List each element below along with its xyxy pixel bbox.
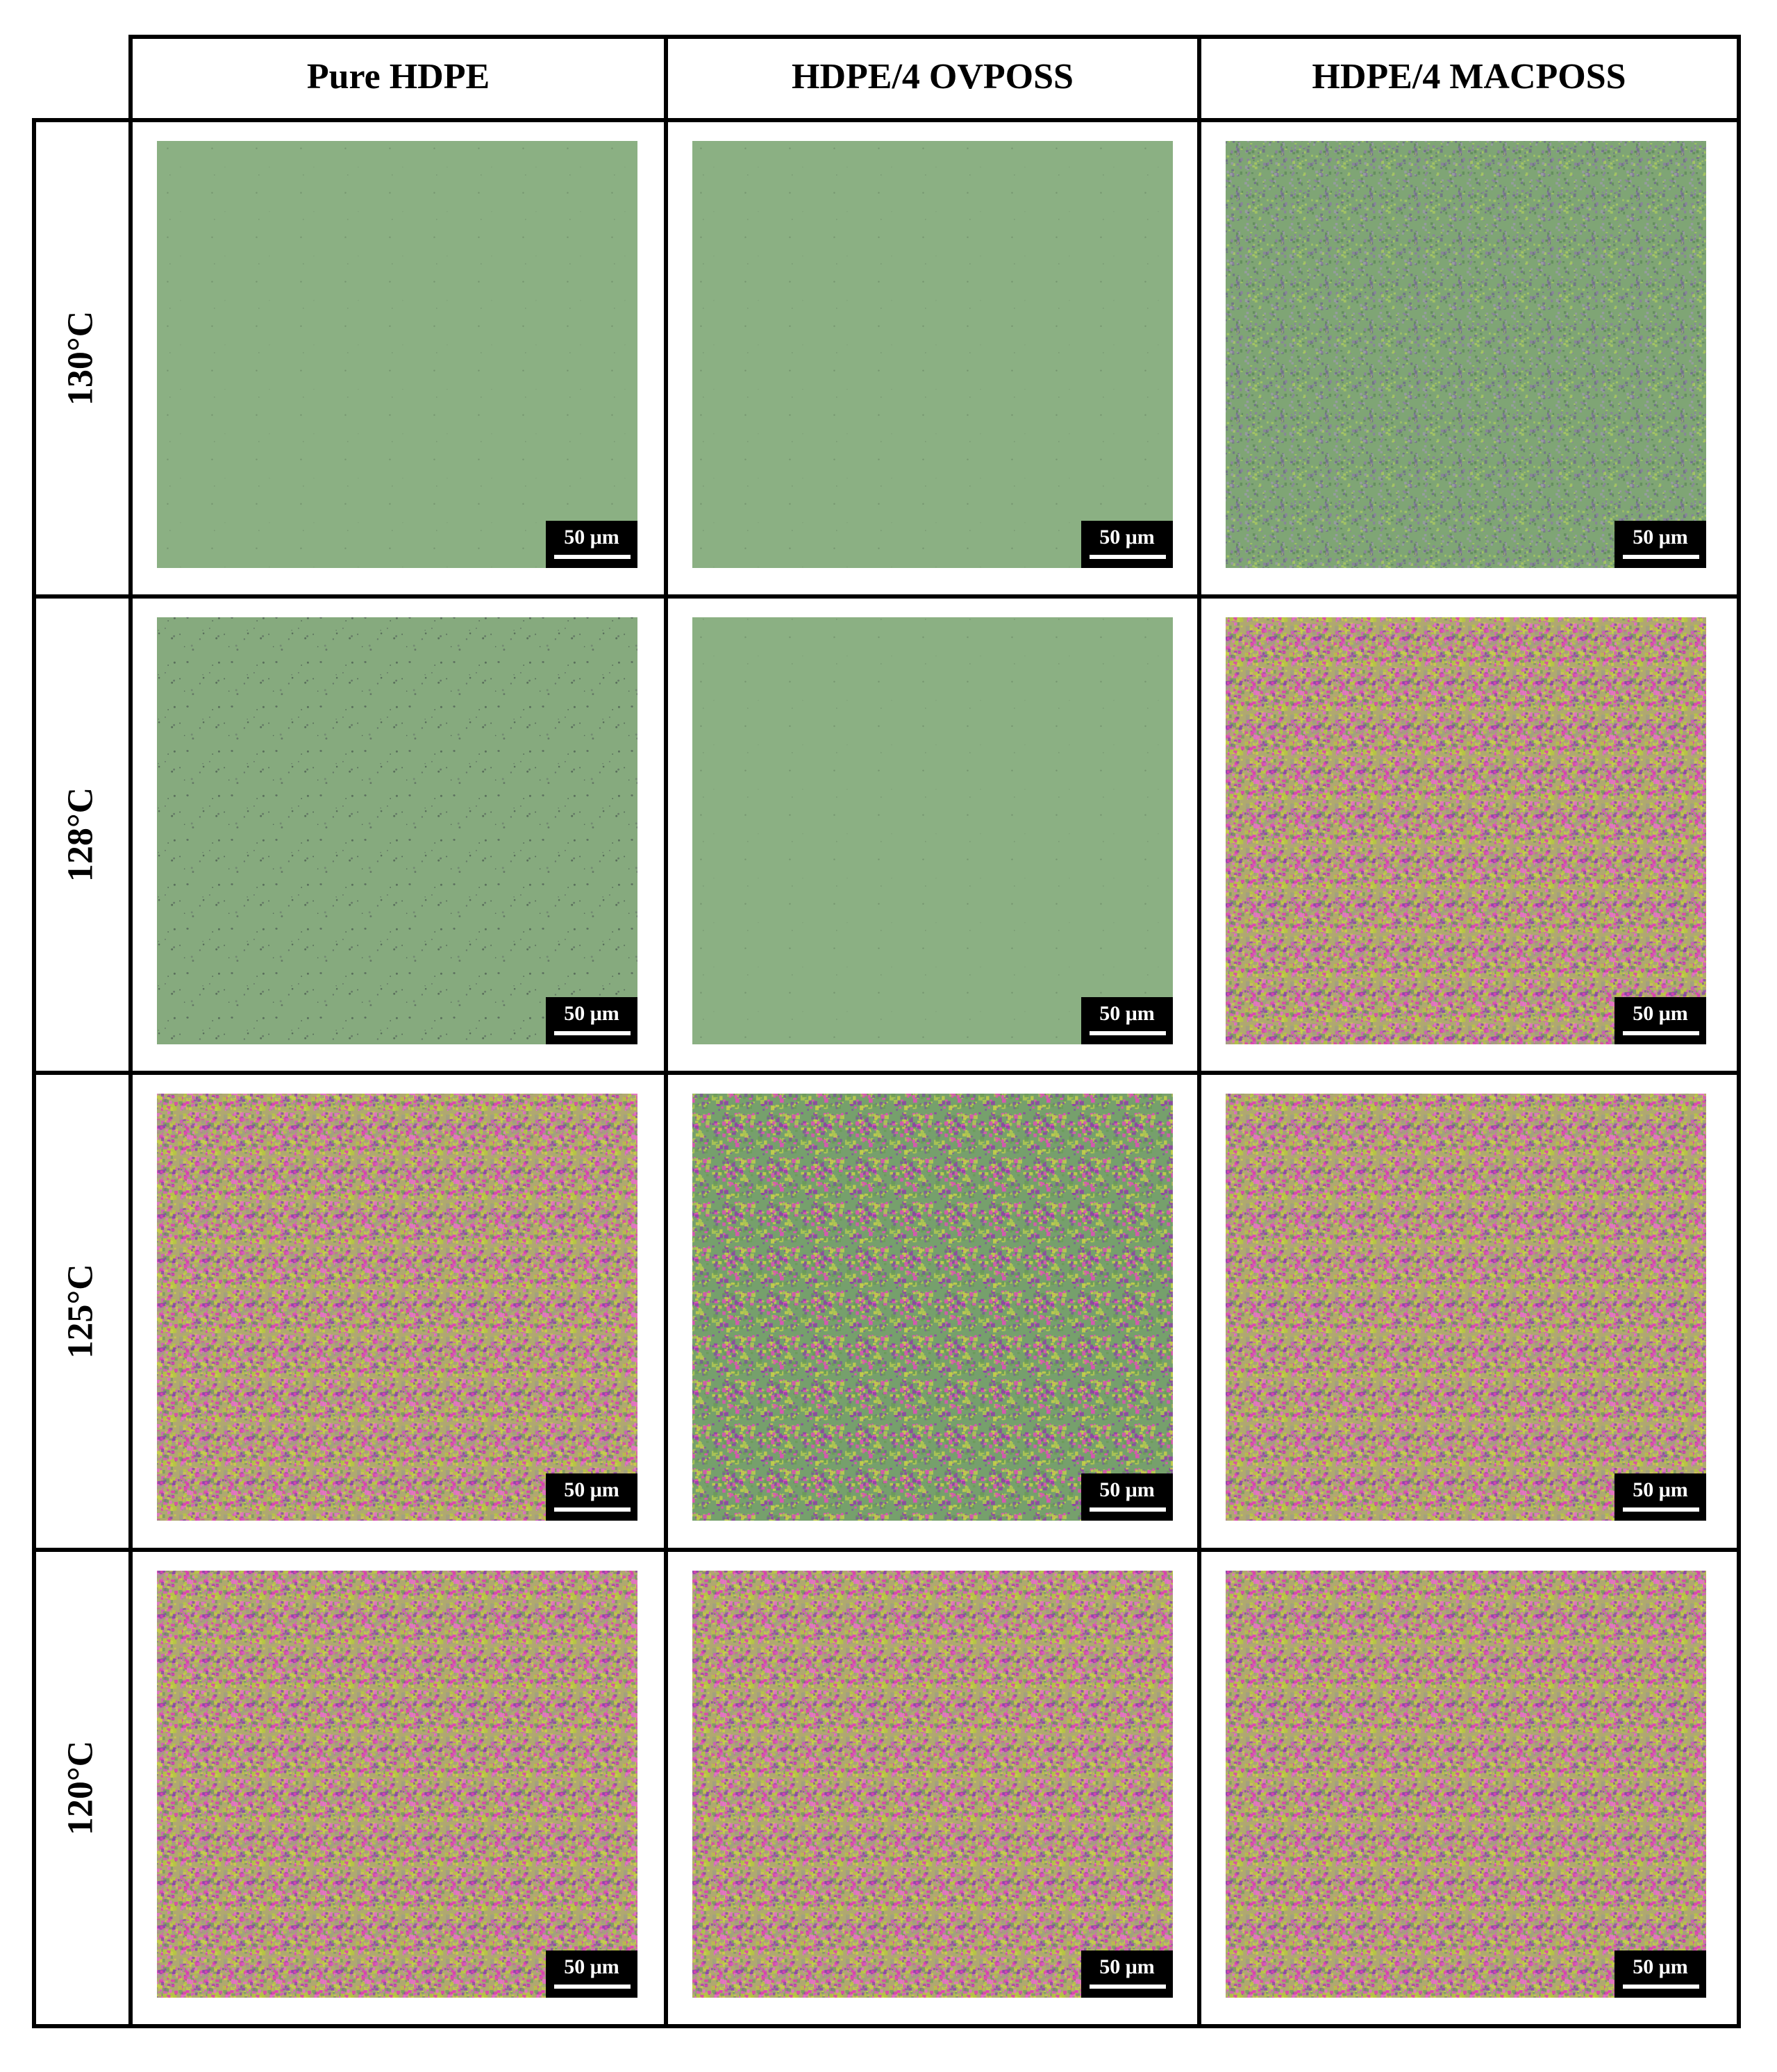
micrograph bbox=[157, 617, 637, 1044]
scale-bar-box bbox=[1081, 1950, 1173, 1998]
column-header: HDPE/4 OVPOSS bbox=[792, 57, 1074, 97]
scale-bar-box bbox=[1081, 1473, 1173, 1521]
scale-bar-label: 50 μm bbox=[564, 1955, 619, 1978]
micrograph bbox=[1226, 1094, 1706, 1521]
scale-bar-box bbox=[546, 521, 637, 568]
row-header: 125°C bbox=[60, 1264, 100, 1358]
scale-bar-box bbox=[546, 1950, 637, 1998]
column-header: HDPE/4 MACPOSS bbox=[1312, 57, 1626, 97]
scale-bar-box bbox=[1615, 1473, 1706, 1521]
micrograph bbox=[692, 617, 1173, 1044]
row-header: 128°C bbox=[60, 787, 100, 882]
scale-bar-label: 50 μm bbox=[1099, 1955, 1155, 1978]
micrograph bbox=[1226, 1571, 1706, 1998]
scale-bar-label: 50 μm bbox=[1633, 1955, 1688, 1978]
scale-bar-label: 50 μm bbox=[564, 1478, 619, 1501]
micrograph bbox=[692, 141, 1173, 568]
row-header: 120°C bbox=[60, 1741, 100, 1835]
micrograph bbox=[157, 1571, 637, 1998]
micrograph bbox=[157, 141, 637, 568]
scale-bar-label: 50 μm bbox=[1633, 1478, 1688, 1501]
scale-bar-label: 50 μm bbox=[1099, 1002, 1155, 1025]
scale-bar-label: 50 μm bbox=[1633, 1002, 1688, 1025]
scale-bar-label: 50 μm bbox=[1633, 526, 1688, 549]
scale-bar-box bbox=[1081, 997, 1173, 1044]
row-header: 130°C bbox=[60, 311, 100, 406]
micrograph bbox=[157, 1094, 637, 1521]
micrograph bbox=[692, 1094, 1173, 1521]
scale-bar-box bbox=[546, 1473, 637, 1521]
scale-bar-box bbox=[1615, 997, 1706, 1044]
scale-bar-box bbox=[1615, 521, 1706, 568]
scale-bar-label: 50 μm bbox=[564, 526, 619, 549]
micrograph bbox=[1226, 617, 1706, 1044]
column-header: Pure HDPE bbox=[307, 57, 490, 97]
micrograph bbox=[1226, 141, 1706, 568]
scale-bar-box bbox=[546, 997, 637, 1044]
scale-bar-label: 50 μm bbox=[564, 1002, 619, 1025]
scale-bar-box bbox=[1081, 521, 1173, 568]
scale-bar-box bbox=[1615, 1950, 1706, 1998]
scale-bar-label: 50 μm bbox=[1099, 526, 1155, 549]
micrograph bbox=[692, 1571, 1173, 1998]
scale-bar-label: 50 μm bbox=[1099, 1478, 1155, 1501]
